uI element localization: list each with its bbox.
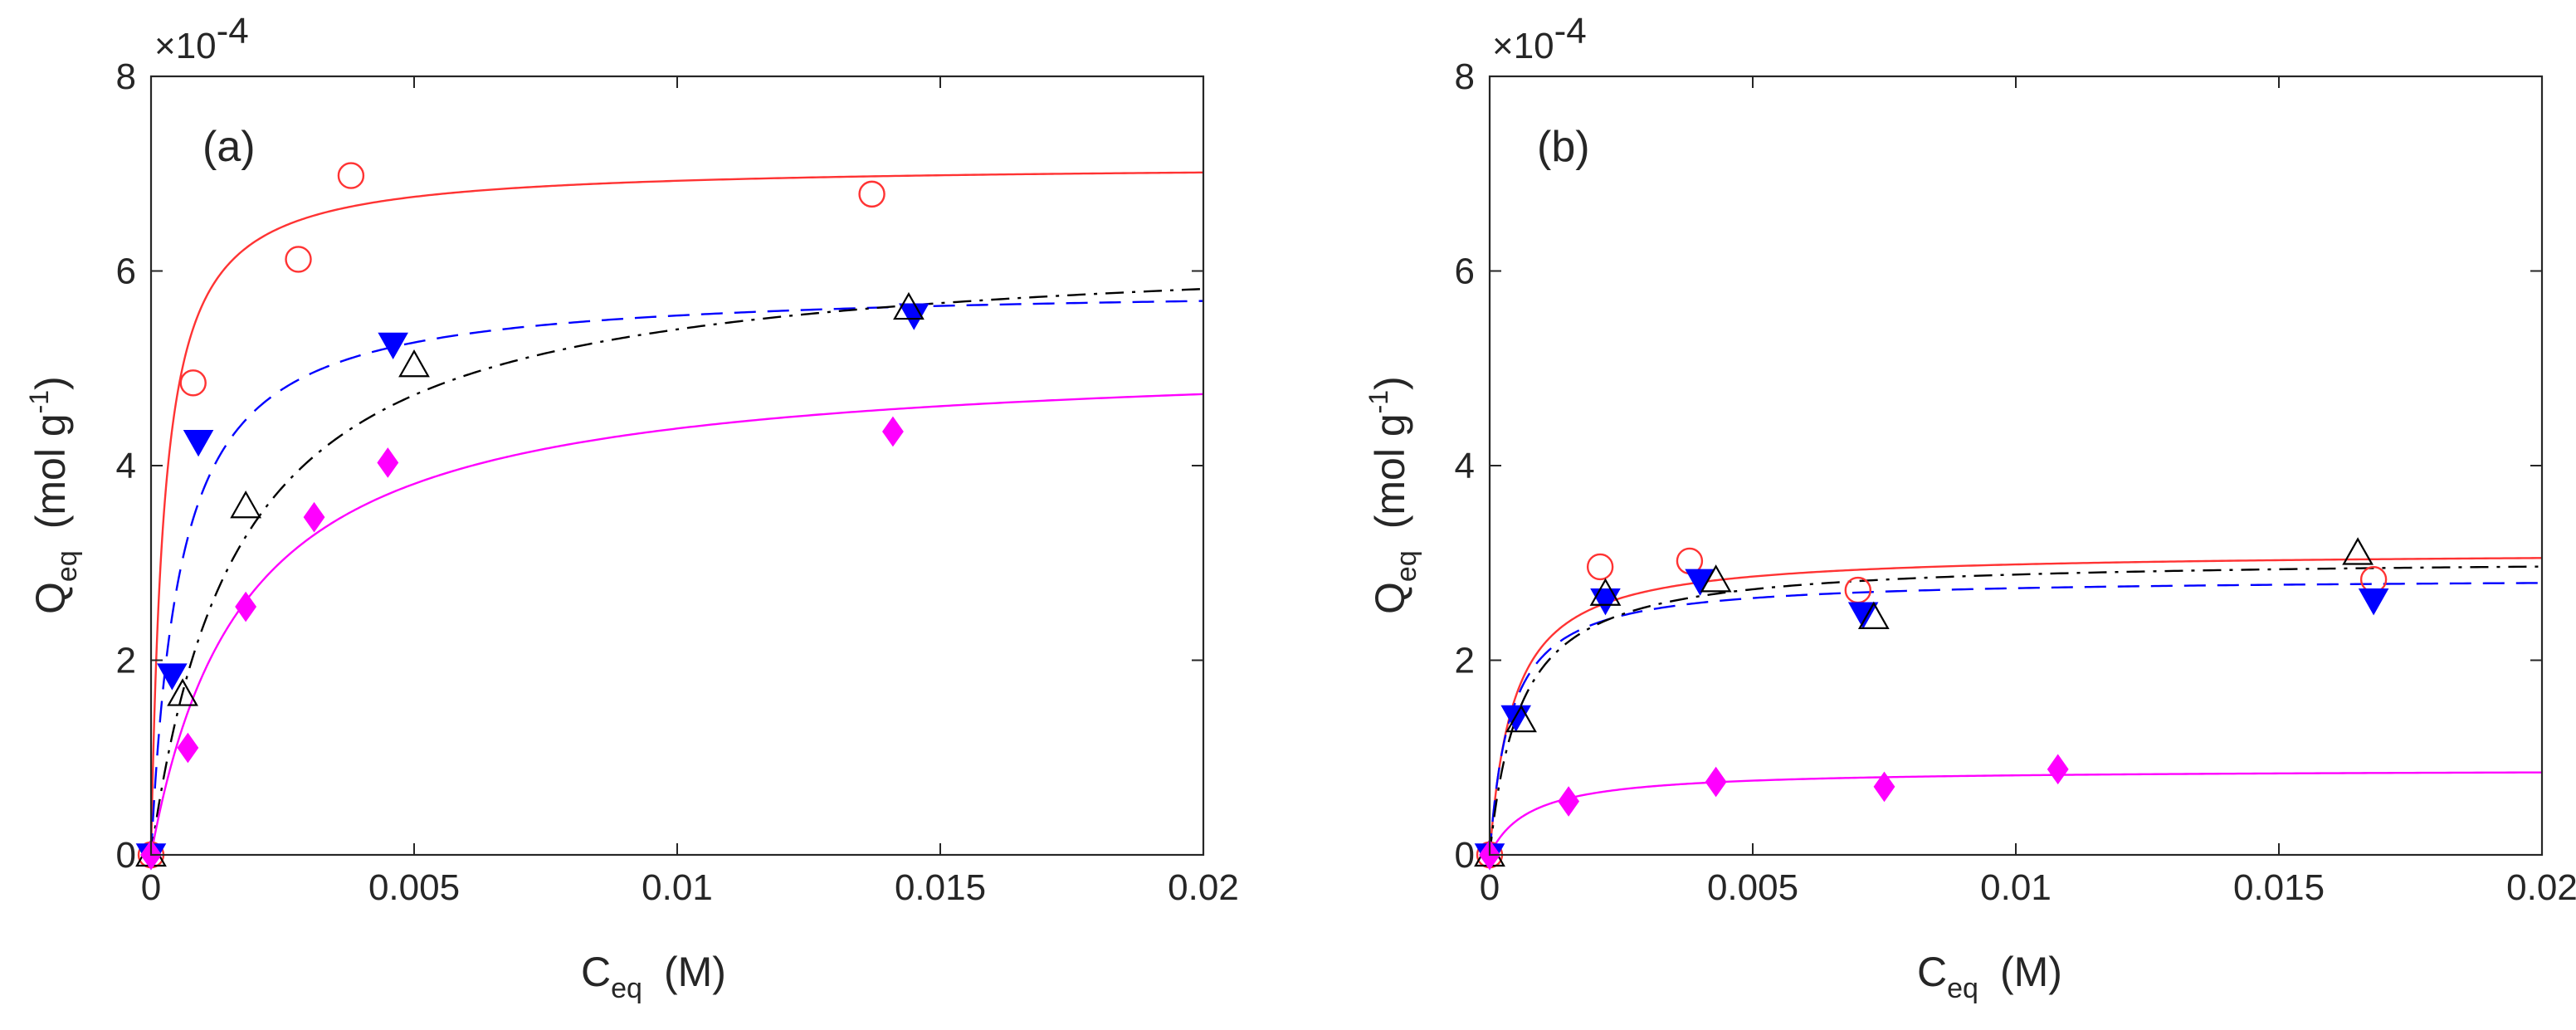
x-tick-label: 0.02 xyxy=(2506,867,2576,908)
data-point-open-triangle-up xyxy=(2342,537,2374,565)
x-axis-label-b: Ceq (M) xyxy=(1917,949,2062,1004)
y-tick-label: 2 xyxy=(1455,641,1475,681)
data-point-open-triangle-up xyxy=(398,349,430,378)
x-tick-label: 0.015 xyxy=(895,867,986,908)
data-point-open-triangle-up xyxy=(230,491,262,519)
data-point-filled-triangle-down xyxy=(183,429,214,457)
y-axis-label-b: Qeq(mol g-1) xyxy=(1364,376,1422,614)
panel-b: 0 0.005 0.01 0.015 0.02 0 2 4 6 8 (b) ×10-4 Ceq (M… xyxy=(1364,11,2576,1004)
data-point-filled-triangle-down xyxy=(1590,588,1621,616)
x-tick-label: 0.015 xyxy=(2233,867,2325,908)
data-point-circle xyxy=(1586,553,1614,581)
data-point-circle xyxy=(337,162,365,189)
data-point-open-triangle-up xyxy=(167,678,198,706)
data-point-diamond xyxy=(377,447,399,478)
data-point-circle xyxy=(179,369,207,397)
data-point-open-triangle-up xyxy=(1505,704,1537,733)
x-tick-label: 0 xyxy=(1480,867,1500,908)
y-tick-label: 6 xyxy=(1455,251,1475,292)
data-point-filled-triangle-down xyxy=(378,332,408,359)
panel-label-a: (a) xyxy=(202,123,256,171)
data-point-filled-triangle-down xyxy=(157,663,188,691)
y-tick-label: 8 xyxy=(116,56,136,97)
y-exponent-b: ×10-4 xyxy=(1492,11,1587,66)
data-point-open-triangle-up xyxy=(1857,601,1890,630)
x-tick-label: 0.005 xyxy=(1707,867,1798,908)
x-tick-label: 0.01 xyxy=(1980,867,2052,908)
data-point-diamond xyxy=(235,591,257,622)
data-point-diamond xyxy=(303,501,325,533)
y-exponent-a: ×10-4 xyxy=(154,11,249,66)
panel-a: 0 0.005 0.01 0.015 0.02 0 2 4 6 8 (a) ×10-4 Ceq (M… xyxy=(24,11,1239,1004)
y-tick-label: 6 xyxy=(116,251,136,292)
x-tick-label: 0.02 xyxy=(1168,867,1239,908)
y-tick-label: 4 xyxy=(1455,446,1475,486)
data-point-circle xyxy=(285,246,312,273)
fit-curve-diamond xyxy=(1488,771,2543,856)
data-point-open-triangle-up xyxy=(1589,578,1622,606)
data-point-diamond xyxy=(882,416,904,447)
x-tick-label: 0.01 xyxy=(642,867,713,908)
y-axis-label-a: Qeq(mol g-1) xyxy=(24,376,83,614)
data-point-diamond xyxy=(1873,771,1895,803)
y-tick-label: 2 xyxy=(116,641,136,681)
x-axis-label-a: Ceq (M) xyxy=(581,949,726,1004)
data-point-diamond xyxy=(1558,786,1580,817)
data-point-diamond xyxy=(1705,766,1727,798)
panel-label-b: (b) xyxy=(1537,123,1590,171)
fit-curve-circle xyxy=(149,171,1204,856)
data-point-diamond xyxy=(2047,754,2069,785)
fit-curve-circle xyxy=(1488,557,2543,856)
fit-curve-open-triangle-up xyxy=(1488,565,2543,856)
y-tick-label: 8 xyxy=(1455,56,1475,97)
data-point-open-triangle-up xyxy=(1700,564,1732,593)
data-point-filled-triangle-down xyxy=(2358,588,2389,616)
fit-curve-filled-triangle-down xyxy=(1488,582,2543,856)
y-tick-label: 0 xyxy=(1455,835,1475,876)
data-point-open-triangle-up xyxy=(893,291,925,320)
x-tick-label: 0 xyxy=(141,867,161,908)
y-tick-label: 0 xyxy=(116,835,136,876)
y-tick-label: 4 xyxy=(116,446,136,486)
data-point-filled-triangle-down xyxy=(1500,705,1531,733)
fit-curve-open-triangle-up xyxy=(149,287,1204,856)
data-point-circle xyxy=(858,180,886,208)
data-point-diamond xyxy=(177,732,199,764)
x-tick-label: 0.005 xyxy=(368,867,460,908)
